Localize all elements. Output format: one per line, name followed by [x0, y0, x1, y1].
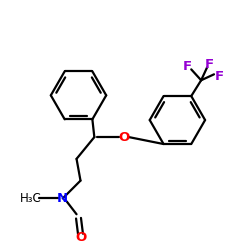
Text: F: F — [204, 58, 214, 71]
Text: N: N — [57, 192, 68, 205]
Text: O: O — [118, 130, 130, 143]
Text: F: F — [214, 70, 224, 83]
Text: F: F — [183, 60, 192, 73]
Text: O: O — [75, 232, 86, 244]
Text: H₃C: H₃C — [20, 192, 42, 205]
